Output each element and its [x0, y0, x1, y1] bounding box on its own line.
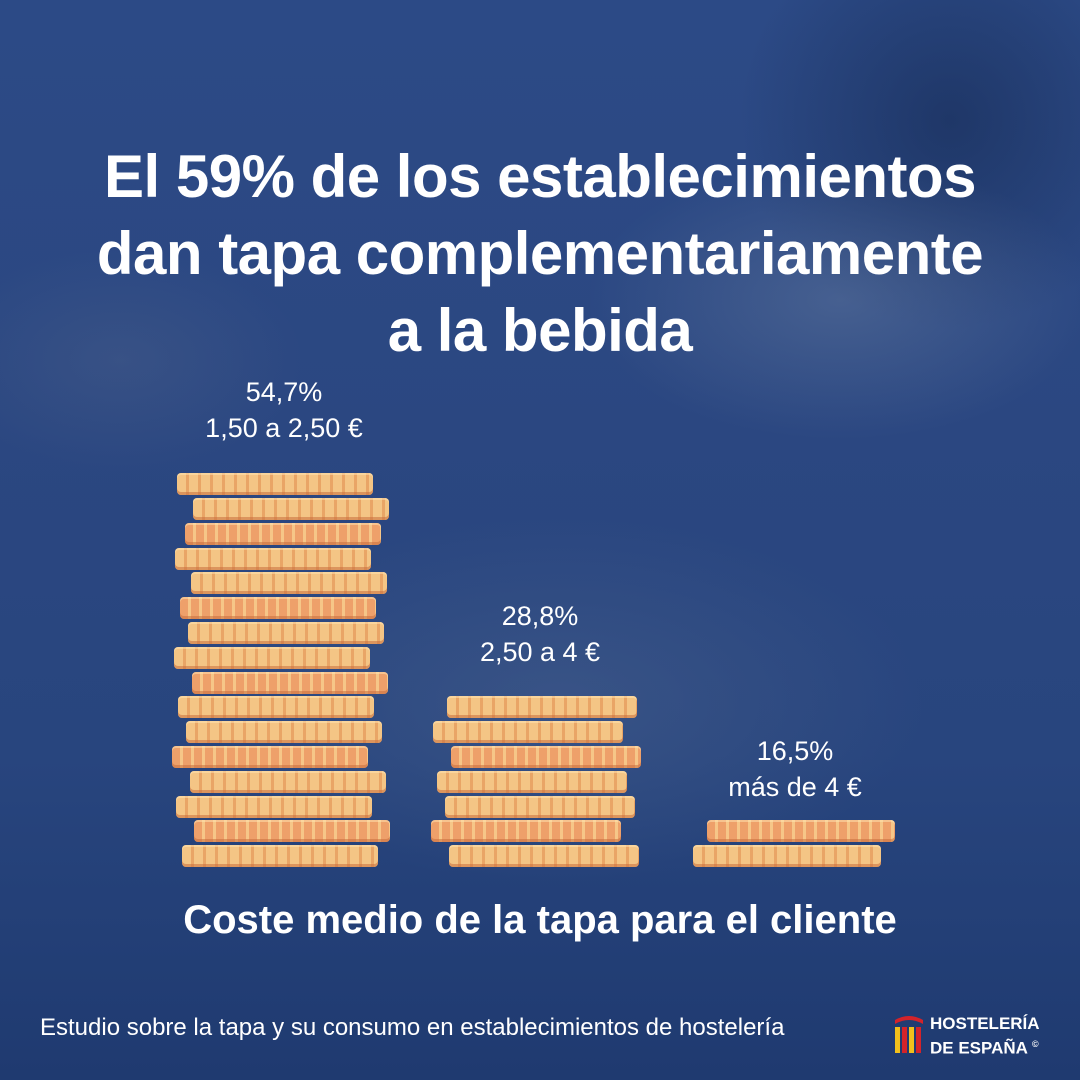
source-footnote: Estudio sobre la tapa y su consumo en es…: [40, 1014, 785, 1041]
coin-bar-1-16: [177, 473, 373, 496]
coin-bar-2-7: [447, 696, 637, 719]
coin-bar-1-2: [194, 820, 390, 843]
coin-bar-1-11: [180, 597, 376, 620]
bar-label-3: 16,5% más de 4 €: [665, 733, 925, 805]
logo-wordmark: HOSTELERÍA DE ESPAÑA ©: [930, 1014, 1040, 1059]
coin-bar-3-1: [693, 845, 881, 868]
hosteleria-logo: HOSTELERÍA DE ESPAÑA ©: [892, 1010, 1042, 1058]
coin-bar-1-10: [188, 622, 384, 644]
headline-line-1: El 59% de los establecimientos: [103, 143, 977, 210]
coin-bar-1-8: [192, 671, 388, 694]
coin-bar-1-13: [175, 547, 371, 570]
headline-line-2: dan tapa complementariamente: [96, 220, 984, 287]
chart-title: Coste medio de la tapa para el cliente: [183, 898, 897, 942]
coin-bar-1-5: [172, 746, 368, 768]
coin-bar-2-4: [437, 770, 627, 793]
coin-bar-1-12: [191, 572, 387, 595]
coin-bar-3-2: [707, 820, 895, 843]
headline: El 59% de los establecimientos dan tapa …: [40, 138, 1040, 369]
bar-category-label-1: 1,50 a 2,50 €: [205, 413, 363, 443]
coin-bar-1-9: [174, 646, 370, 669]
coin-bar-1-6: [186, 721, 382, 744]
logo-line-1: HOSTELERÍA: [930, 1014, 1040, 1033]
bar-category-label-2: 2,50 a 4 €: [479, 637, 601, 667]
coin-bar-1-1: [182, 845, 378, 868]
bar-value-label-2: 28,8%: [501, 601, 579, 631]
bar-label-2: 28,8% 2,50 a 4 €: [410, 598, 670, 670]
coin-bar-2-3: [445, 795, 635, 818]
logo-line-2: DE ESPAÑA ©: [930, 1038, 1039, 1058]
bar-category-label-3: más de 4 €: [728, 772, 862, 802]
hosteleria-logo-icon: [895, 1016, 923, 1053]
coin-bar-2-5: [451, 746, 641, 768]
bar-value-label-3: 16,5%: [756, 736, 834, 766]
coin-bar-1-7: [178, 696, 374, 719]
bar-value-label-1: 54,7%: [245, 377, 323, 407]
coin-bar-1-3: [176, 795, 372, 818]
coin-bar-2-2: [431, 820, 621, 843]
coin-bar-1-4: [190, 770, 386, 793]
coin-bar-1-15: [193, 498, 389, 520]
coin-bar-2-1: [449, 845, 639, 868]
headline-line-3: a la bebida: [387, 297, 693, 364]
bar-label-1: 54,7% 1,50 a 2,50 €: [154, 374, 414, 446]
coin-bar-1-14: [185, 522, 381, 545]
coin-bar-2-6: [433, 721, 623, 744]
